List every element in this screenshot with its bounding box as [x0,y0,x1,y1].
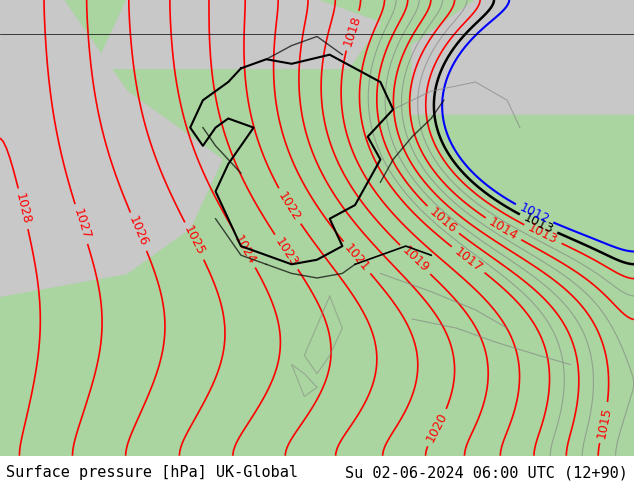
Text: 1024: 1024 [231,233,259,267]
Text: 1017: 1017 [451,245,484,274]
Text: 1027: 1027 [70,207,93,241]
Polygon shape [95,0,380,69]
Text: 1020: 1020 [424,411,450,445]
Text: 1014: 1014 [486,215,520,243]
Text: 1022: 1022 [276,189,303,223]
Text: 1012: 1012 [517,201,552,226]
Text: 1023: 1023 [272,235,301,269]
Text: 1026: 1026 [126,215,151,249]
Polygon shape [412,0,634,114]
Text: Surface pressure [hPa] UK-Global: Surface pressure [hPa] UK-Global [6,466,299,480]
Polygon shape [0,0,222,296]
Text: 1028: 1028 [13,192,33,226]
Text: 1025: 1025 [181,224,207,258]
Text: 1021: 1021 [342,241,372,274]
Text: 1016: 1016 [427,205,459,235]
Text: 1013: 1013 [521,211,555,237]
Text: 1015: 1015 [595,406,614,440]
Text: 1013: 1013 [526,221,560,247]
Text: Su 02-06-2024 06:00 UTC (12+90): Su 02-06-2024 06:00 UTC (12+90) [345,466,628,480]
Text: 1019: 1019 [399,244,431,275]
Text: 1018: 1018 [341,13,363,48]
